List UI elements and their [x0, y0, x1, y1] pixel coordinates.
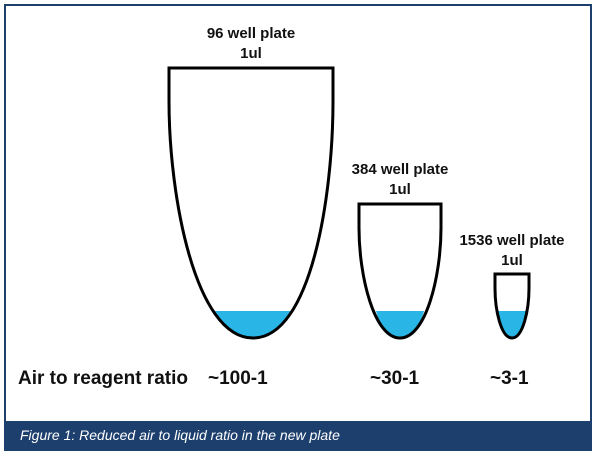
well-384-label: 384 well plate 1ul — [336, 160, 464, 200]
well-1536-volume: 1ul — [501, 252, 523, 269]
well-96 — [167, 66, 335, 340]
well-384-volume: 1ul — [389, 181, 411, 198]
well-1536-name: 1536 well plate — [459, 232, 565, 249]
well-384-name: 384 well plate — [351, 161, 449, 178]
well-96-label: 96 well plate 1ul — [191, 24, 311, 64]
well-1536-outline — [493, 272, 531, 340]
well-1536-label: 1536 well plate 1ul — [450, 231, 574, 271]
ratio-row-label: Air to reagent ratio — [18, 368, 188, 389]
well-384-outline — [357, 202, 443, 340]
well-96-outline — [167, 66, 335, 340]
wells-diagram — [167, 66, 531, 340]
well-96-volume: 1ul — [240, 45, 262, 62]
well-384 — [357, 202, 443, 340]
figure-frame: 96 well plate 1ul 384 well plate 1ul 153… — [4, 4, 592, 451]
well-1536 — [493, 272, 531, 340]
figure-caption: Figure 1: Reduced air to liquid ratio in… — [6, 421, 590, 449]
well-96-name: 96 well plate — [206, 25, 296, 42]
ratio-384: ~30-1 — [370, 368, 420, 389]
well-384-liquid — [376, 311, 424, 338]
ratio-96: ~100-1 — [208, 368, 268, 389]
ratio-1536: ~3-1 — [490, 368, 529, 389]
